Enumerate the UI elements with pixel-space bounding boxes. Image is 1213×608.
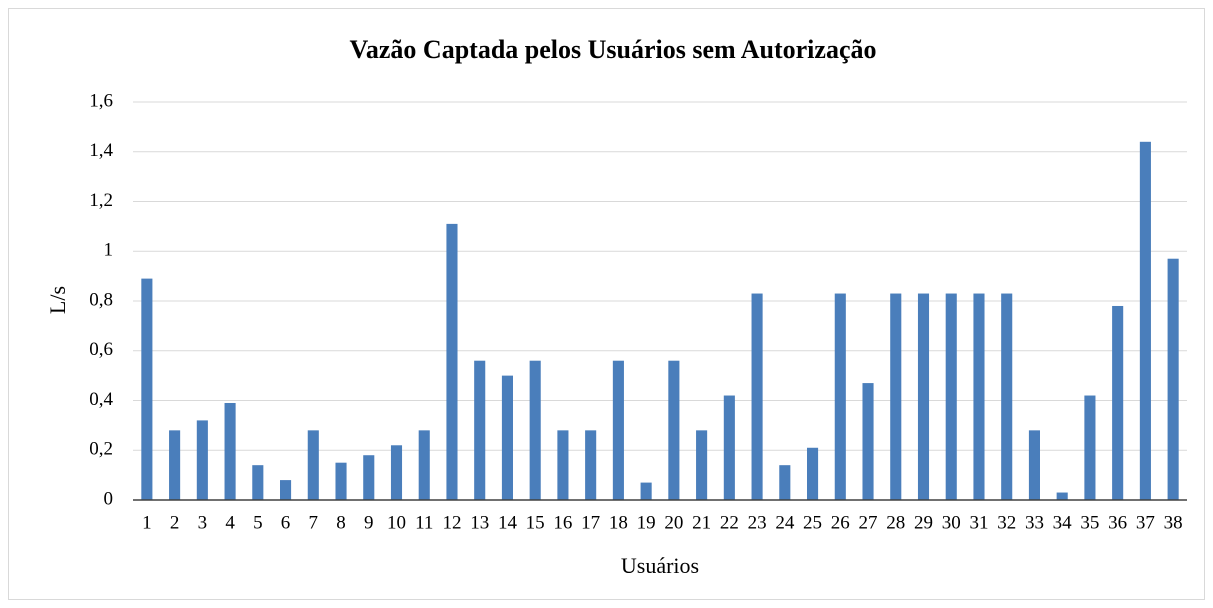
x-tick-label: 1 xyxy=(142,512,152,533)
x-tick-label: 15 xyxy=(526,512,545,533)
x-tick-label: 24 xyxy=(775,512,795,533)
y-tick-label: 0,2 xyxy=(89,439,113,460)
bar xyxy=(1139,141,1151,501)
bar xyxy=(529,360,541,500)
bar xyxy=(723,395,735,500)
chart-title: Vazão Captada pelos Usuários sem Autoriz… xyxy=(350,35,877,64)
y-tick-label: 1,2 xyxy=(89,190,113,211)
bar xyxy=(807,447,819,500)
bar xyxy=(363,455,375,500)
x-tick-label: 35 xyxy=(1080,512,1099,533)
bar xyxy=(917,293,930,500)
x-tick-label: 32 xyxy=(997,512,1016,533)
bar xyxy=(751,293,763,500)
x-tick-label: 6 xyxy=(281,512,291,533)
x-tick-label: 30 xyxy=(942,512,961,533)
bar xyxy=(1001,293,1013,500)
y-tick-label: 1 xyxy=(104,240,114,261)
x-tick-label: 34 xyxy=(1053,512,1073,533)
x-tick-label: 28 xyxy=(886,512,905,533)
x-tick-label: 23 xyxy=(748,512,767,533)
x-tick-label: 16 xyxy=(553,512,572,533)
bar xyxy=(779,465,791,500)
bar xyxy=(501,375,513,500)
y-tick-label: 0,6 xyxy=(89,339,113,360)
x-tick-label: 26 xyxy=(831,512,850,533)
x-tick-label: 29 xyxy=(914,512,933,533)
x-tick-label: 20 xyxy=(664,512,683,533)
bar xyxy=(973,293,985,500)
x-tick-label: 13 xyxy=(470,512,489,533)
x-tick-label: 22 xyxy=(720,512,739,533)
x-tick-label: 9 xyxy=(364,512,374,533)
bar xyxy=(1028,430,1040,500)
y-axis-label: L/s xyxy=(45,286,70,314)
bar xyxy=(169,430,181,500)
bar xyxy=(640,482,652,500)
x-tick-label: 3 xyxy=(198,512,208,533)
x-axis-label: Usuários xyxy=(621,553,699,578)
bar xyxy=(834,293,846,500)
x-tick-label: 4 xyxy=(225,512,235,533)
bar xyxy=(252,465,264,500)
y-tick-label: 0 xyxy=(104,488,114,509)
bar xyxy=(280,480,292,500)
chart-frame xyxy=(8,8,1205,600)
bar xyxy=(945,293,957,500)
x-tick-label: 33 xyxy=(1025,512,1044,533)
x-tick-label: 14 xyxy=(498,512,518,533)
bar xyxy=(668,360,680,500)
y-tick-label: 1,4 xyxy=(89,140,113,161)
bar xyxy=(585,430,597,500)
x-tick-label: 27 xyxy=(859,512,878,533)
x-tick-label: 12 xyxy=(442,512,461,533)
bar xyxy=(1056,492,1068,500)
x-tick-label: 18 xyxy=(609,512,628,533)
x-tick-label: 11 xyxy=(415,512,433,533)
bar xyxy=(196,420,208,500)
bar xyxy=(224,402,236,500)
bar xyxy=(141,278,153,500)
bar xyxy=(557,430,569,500)
bar xyxy=(474,360,486,500)
x-tick-label: 2 xyxy=(170,512,180,533)
x-tick-label: 19 xyxy=(637,512,656,533)
bar xyxy=(335,462,347,500)
x-tick-label: 17 xyxy=(581,512,600,533)
x-tick-label: 38 xyxy=(1164,512,1183,533)
y-tick-label: 0,4 xyxy=(89,389,113,410)
bar xyxy=(862,383,874,500)
x-tick-label: 31 xyxy=(969,512,988,533)
bar xyxy=(1112,305,1124,500)
bar xyxy=(890,293,902,500)
x-tick-label: 21 xyxy=(692,512,711,533)
bar xyxy=(1167,258,1179,500)
y-tick-label: 1,6 xyxy=(89,90,113,111)
bar xyxy=(1084,395,1096,500)
bar xyxy=(390,445,403,500)
x-tick-label: 5 xyxy=(253,512,263,533)
x-tick-label: 10 xyxy=(387,512,406,533)
bar xyxy=(418,430,430,500)
x-tick-label: 8 xyxy=(336,512,346,533)
x-tick-label: 37 xyxy=(1136,512,1155,533)
x-tick-label: 25 xyxy=(803,512,822,533)
bar xyxy=(446,223,458,500)
bar xyxy=(696,430,708,500)
bar xyxy=(307,430,319,500)
x-tick-label: 36 xyxy=(1108,512,1127,533)
bar xyxy=(612,360,624,500)
y-tick-label: 0,8 xyxy=(89,289,113,310)
x-tick-label: 7 xyxy=(309,512,319,533)
